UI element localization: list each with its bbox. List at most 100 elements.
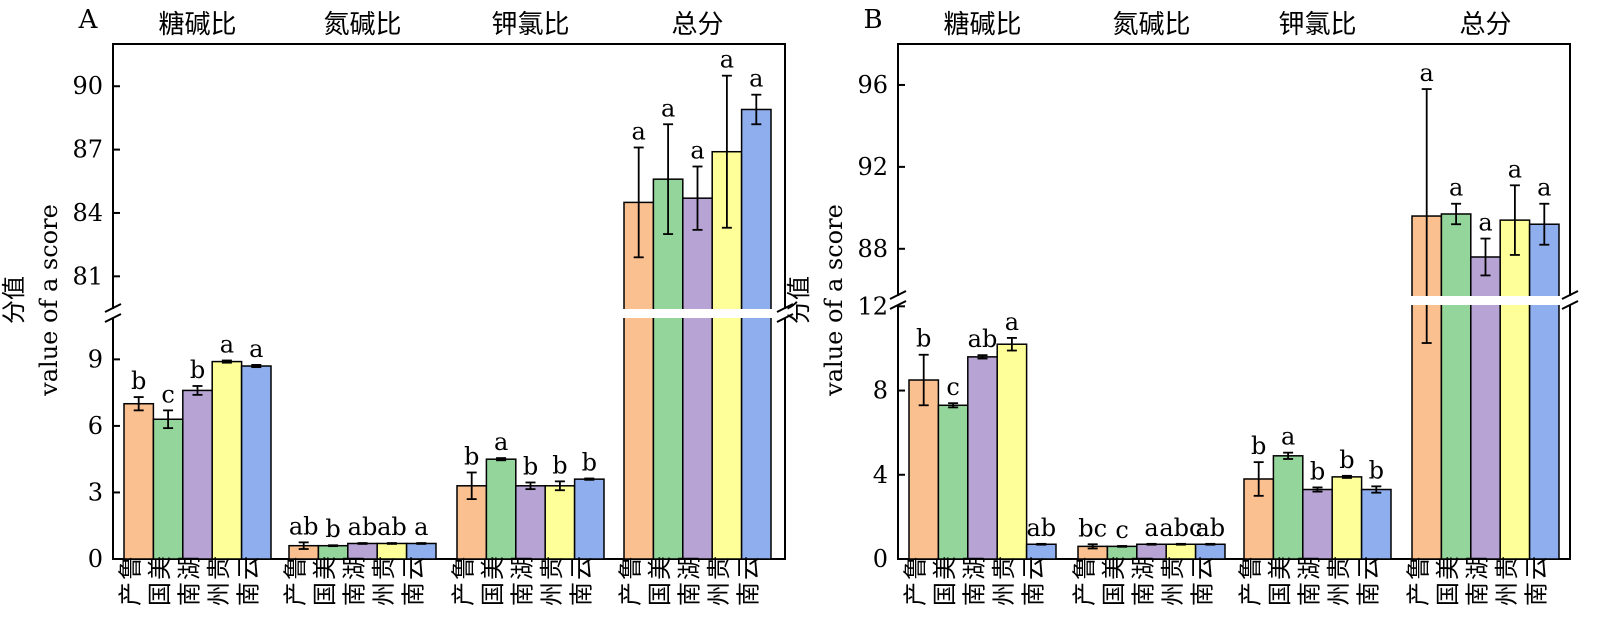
category-label: 南 [234, 582, 262, 606]
category-label: 州 [1325, 582, 1353, 606]
y-tick-label: 87 [72, 136, 103, 164]
y-tick-label: 92 [857, 153, 888, 181]
bar [1302, 488, 1333, 560]
bar-group: 氮碱比 bc 鲁产 c美国 a湖南 abc 贵州 ab 云南 [1071, 10, 1226, 606]
y-axis-label-cn: 分值 [785, 276, 813, 324]
category-label: 云 [1354, 556, 1382, 580]
plot-frame [112, 43, 786, 560]
category-label: 国 [1100, 582, 1128, 606]
bar [652, 178, 684, 560]
bar [1440, 213, 1472, 560]
significance-label: b [190, 356, 205, 384]
category-label: 南 [1130, 582, 1158, 606]
category-label: 美 [1266, 556, 1294, 580]
significance-label: b [582, 448, 597, 476]
axis-break-gap [101, 309, 797, 318]
y-tick-label: 9 [88, 345, 103, 373]
axis-break-mark [104, 303, 122, 313]
bar [485, 458, 517, 560]
category-label: 湖 [1296, 556, 1324, 580]
bar [1470, 256, 1501, 560]
category-label: 鲁 [450, 556, 478, 580]
category-label: 产 [617, 582, 645, 606]
significance-label: a [494, 428, 508, 456]
category-label: 州 [370, 582, 398, 606]
category-label: 贵 [990, 556, 1018, 580]
significance-label: ab [1195, 514, 1225, 542]
significance-label: c [946, 373, 959, 401]
bar [908, 379, 940, 560]
category-label: 国 [646, 582, 674, 606]
significance-label: b [464, 442, 479, 470]
category-label: 贵 [1493, 556, 1521, 580]
significance-label: a [1508, 155, 1522, 183]
category-label: 州 [1159, 582, 1187, 606]
bar [682, 197, 713, 560]
y-tick-label: 84 [72, 199, 103, 227]
bar [544, 485, 576, 560]
significance-label: a [1478, 209, 1492, 237]
category-label: 鲁 [282, 556, 310, 580]
bar-group: 糖碱比 b 鲁产 c 美国 b 湖南 a 贵州 a 云南 [117, 10, 272, 606]
bar [573, 478, 605, 560]
bar [1331, 476, 1363, 560]
bar [152, 418, 184, 560]
category-label: 湖 [1130, 556, 1158, 580]
significance-label: c [161, 380, 174, 408]
bar [1360, 488, 1392, 560]
significance-label: a [220, 330, 234, 358]
category-label: 产 [1071, 582, 1099, 606]
significance-label: b [325, 515, 340, 543]
category-label: 云 [567, 556, 595, 580]
category-label: 美 [646, 556, 674, 580]
significance-label: b [1339, 446, 1354, 474]
bar [182, 389, 213, 560]
significance-label: c [1115, 516, 1128, 544]
significance-label: a [1537, 174, 1551, 202]
significance-label: a [1005, 308, 1019, 336]
significance-label: abc [1159, 514, 1202, 542]
category-label: 南 [509, 582, 537, 606]
category-label: 南 [961, 582, 989, 606]
category-label: 贵 [1159, 556, 1187, 580]
y-ticks: 0 3 6 9 81 84 87 90 [72, 72, 120, 573]
significance-label: ab [968, 325, 998, 353]
category-label: 国 [311, 582, 339, 606]
significance-label: a [661, 94, 675, 122]
significance-label: bc [1078, 514, 1107, 542]
panel-A: A分值 value of a score036981848790糖碱比b鲁产c美国… [0, 5, 797, 606]
category-label: 州 [990, 582, 1018, 606]
bar [1499, 219, 1531, 560]
significance-label: a [1420, 59, 1434, 87]
group-label: 糖碱比 [943, 10, 1021, 40]
y-tick-label: 0 [873, 545, 888, 573]
category-label: 南 [676, 582, 704, 606]
category-label: 湖 [676, 556, 704, 580]
y-tick-label: 96 [857, 71, 888, 99]
axis-break-mark [1561, 290, 1579, 300]
axis-break-mark [889, 300, 907, 310]
category-label: 贵 [705, 556, 733, 580]
category-label: 南 [734, 582, 762, 606]
significance-label: b [523, 452, 538, 480]
significance-label: a [1449, 174, 1463, 202]
group-label: 总分 [671, 10, 723, 40]
group-label: 氮碱比 [323, 10, 401, 40]
axis-break-mark [776, 313, 794, 323]
category-label: 云 [234, 556, 262, 580]
category-label: 南 [1296, 582, 1324, 606]
significance-label: a [720, 46, 734, 74]
bar-group: 总分 a 鲁产 a 美国 a 湖南 a 贵州 a 云南 [617, 10, 772, 606]
category-label: 国 [1266, 582, 1294, 606]
bar [123, 402, 155, 560]
significance-label: ab [348, 513, 378, 541]
category-label: 南 [399, 582, 427, 606]
bar-group: 糖碱比 b 鲁产 c 美国 ab 湖南 a 贵州 ab 云南 [902, 10, 1057, 606]
category-label: 美 [1434, 556, 1462, 580]
bar [211, 360, 243, 560]
category-label: 鲁 [1071, 556, 1099, 580]
category-label: 湖 [509, 556, 537, 580]
category-label: 贵 [370, 556, 398, 580]
category-label: 云 [734, 556, 762, 580]
